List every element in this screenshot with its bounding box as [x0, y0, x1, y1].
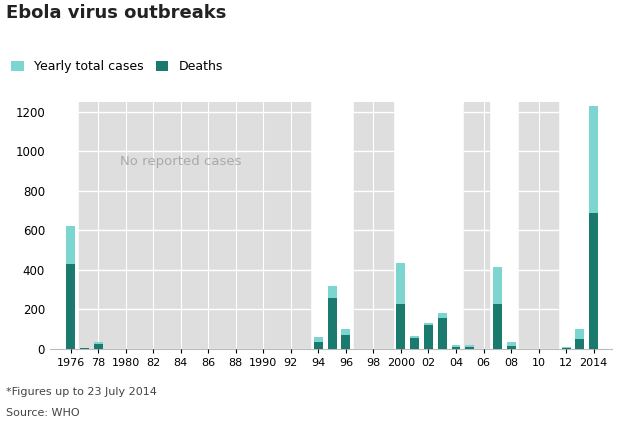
Bar	[519, 102, 558, 348]
Bar	[589, 212, 598, 348]
Bar	[396, 263, 406, 304]
Bar	[424, 325, 433, 348]
Bar	[466, 346, 474, 348]
Bar	[66, 226, 75, 264]
Bar	[410, 338, 419, 348]
Bar	[341, 335, 350, 348]
Bar	[94, 344, 102, 348]
Bar	[314, 343, 323, 348]
Bar	[438, 317, 447, 348]
Bar	[575, 339, 584, 348]
Bar	[507, 342, 515, 346]
Text: Ebola virus outbreaks: Ebola virus outbreaks	[6, 4, 227, 22]
Bar	[562, 347, 570, 348]
Bar	[438, 313, 447, 317]
Bar	[354, 102, 392, 348]
Bar	[314, 337, 323, 343]
Text: Source: WHO: Source: WHO	[6, 408, 80, 418]
Text: No reported cases: No reported cases	[120, 155, 241, 167]
Bar	[94, 342, 102, 344]
Bar	[328, 298, 336, 348]
Bar	[396, 304, 406, 348]
Bar	[410, 336, 419, 338]
Bar	[66, 264, 75, 348]
Bar	[328, 286, 336, 298]
Bar	[452, 345, 461, 347]
Legend: Yearly total cases, Deaths: Yearly total cases, Deaths	[6, 55, 228, 78]
Bar	[424, 323, 433, 325]
Bar	[79, 102, 310, 348]
Bar	[589, 106, 598, 212]
Bar	[493, 267, 502, 304]
Bar	[507, 346, 515, 348]
Bar	[452, 347, 461, 348]
Bar	[341, 329, 350, 335]
Bar	[493, 304, 502, 348]
Text: *Figures up to 23 July 2014: *Figures up to 23 July 2014	[6, 387, 157, 397]
Bar	[575, 329, 584, 339]
Bar	[464, 102, 489, 348]
Bar	[466, 345, 474, 346]
